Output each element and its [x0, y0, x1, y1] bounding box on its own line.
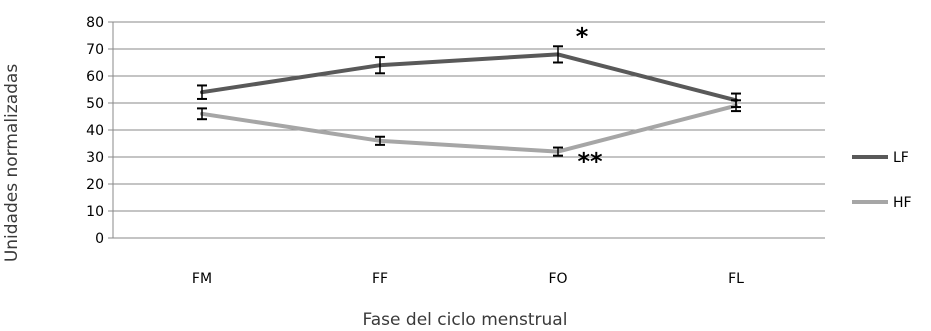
x-tick-label-fm: FM	[192, 271, 212, 287]
y-tick-label: 30	[86, 150, 104, 166]
y-tick-label: 60	[86, 69, 104, 85]
significance-marker: *	[576, 22, 589, 50]
y-tick-label: 40	[86, 123, 104, 139]
y-tick-label: 20	[86, 177, 104, 193]
x-tick-label-fl: FL	[728, 271, 744, 287]
annotations: ***	[576, 22, 603, 175]
x-tick-label-fo: FO	[548, 271, 567, 287]
y-tick-label: 50	[86, 96, 104, 112]
y-tick-label: 70	[86, 42, 104, 58]
series-line-lf	[200, 52, 738, 103]
error-bar-lf	[375, 56, 385, 75]
error-bar-hf	[197, 107, 207, 121]
legend-label-lf: LF	[893, 150, 909, 166]
y-axis-title: Unidades normalizadas	[2, 64, 22, 262]
error-bar-hf	[553, 146, 563, 157]
gridlines	[113, 21, 825, 239]
legend: LF HF	[852, 150, 912, 211]
y-tick-label: 80	[86, 15, 104, 31]
x-tick-label-ff: FF	[372, 271, 388, 287]
error-bar-hf	[731, 99, 741, 113]
error-bar-lf	[197, 84, 207, 100]
y-tick-label: 0	[95, 231, 104, 247]
y-axis-ticks: 0 10 20 30 40 50 60 70 80	[86, 15, 113, 247]
y-tick-label: 10	[86, 204, 104, 220]
x-axis-title: Fase del ciclo menstrual	[363, 310, 568, 330]
legend-label-hf: HF	[893, 195, 912, 211]
x-axis-ticks: FM FF FO FL	[192, 271, 744, 287]
error-bar-lf	[553, 45, 563, 64]
significance-marker: **	[577, 148, 603, 176]
series-line-hf	[200, 103, 738, 154]
series-group	[197, 45, 741, 157]
error-bar-hf	[375, 135, 385, 146]
